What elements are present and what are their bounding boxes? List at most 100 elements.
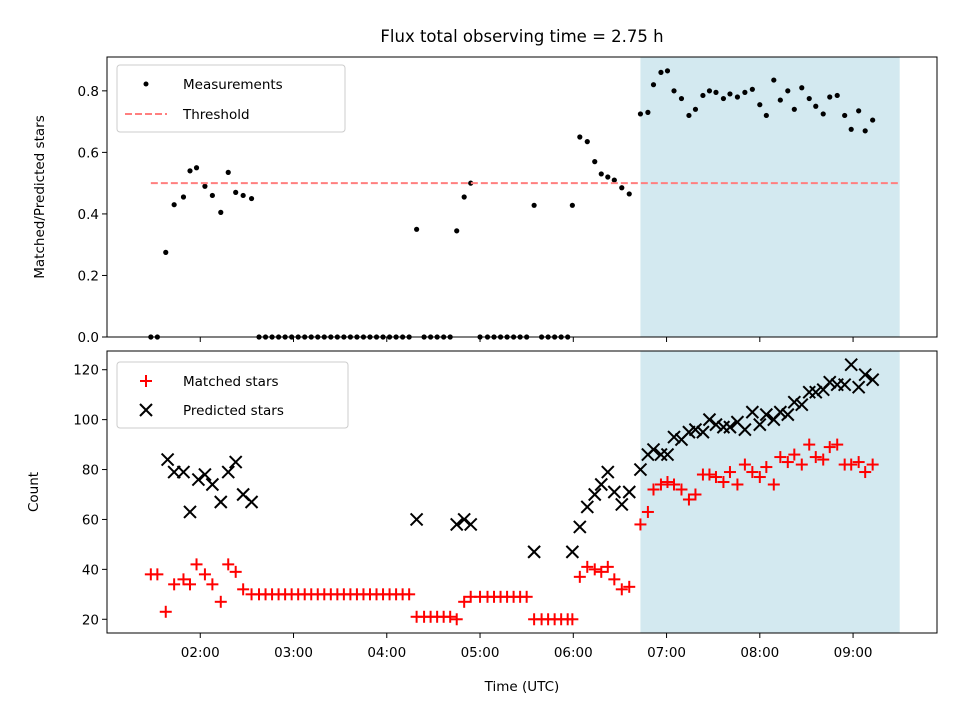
predicted-stars-point	[409, 512, 424, 527]
predicted-stars-point	[837, 377, 852, 392]
predicted-stars-point	[622, 485, 636, 499]
matched-stars-point	[634, 518, 647, 531]
predicted-stars-point	[858, 368, 872, 382]
measurement-point	[637, 111, 644, 117]
y-tick-label: 0.2	[78, 268, 99, 284]
measurement-point	[757, 102, 763, 108]
matched-stars-point	[222, 558, 235, 571]
predicted-stars-point	[160, 452, 175, 467]
y-tick-label: 0.8	[78, 84, 99, 100]
measurement-point	[619, 185, 625, 191]
measurement-point	[163, 249, 169, 255]
x-tick-label: 07:00	[647, 645, 686, 661]
bottom-legend-box	[116, 361, 349, 429]
predicted-stars-point	[795, 397, 809, 412]
bottom-axes-frame	[106, 350, 938, 634]
predicted-stars-point	[191, 472, 206, 487]
matched-stars-point	[229, 565, 242, 578]
legend-predicted-label: Predicted stars	[183, 403, 284, 419]
legend-matched-marker	[140, 375, 152, 387]
predicted-stars-point	[244, 495, 259, 509]
legend-predicted-marker	[139, 403, 153, 417]
matched-stars-point	[647, 483, 660, 496]
predicted-stars-point	[450, 517, 464, 532]
predicted-stars-point	[702, 412, 717, 427]
top-axes-frame	[106, 56, 938, 338]
matched-stars-point	[581, 560, 594, 573]
measurement-point	[862, 128, 868, 134]
matched-stars-point	[458, 595, 471, 608]
matched-stars-point	[817, 453, 830, 466]
matched-stars-point	[520, 590, 533, 603]
matched-stars-point	[184, 578, 196, 591]
measurement-point	[611, 177, 617, 183]
matched-stars-point	[177, 573, 190, 586]
measurement-point	[171, 202, 177, 208]
measurement-point	[569, 202, 575, 208]
y-tick-label: 0.4	[78, 207, 99, 223]
measurement-point	[870, 117, 876, 123]
measurement-point	[248, 195, 255, 202]
predicted-stars-point	[654, 447, 668, 462]
measurement-point	[678, 95, 685, 102]
x-tick-label: 08:00	[740, 645, 779, 661]
predicted-stars-point	[723, 420, 737, 434]
measurement-point	[202, 183, 208, 189]
measurement-point	[713, 89, 719, 95]
bottom-y-axis-label: Count	[26, 472, 42, 512]
measurement-point	[827, 94, 833, 100]
y-tick-label: 60	[82, 512, 99, 528]
measurement-point	[727, 91, 733, 97]
matched-stars-point	[731, 478, 744, 491]
measurement-point	[848, 126, 854, 132]
measurement-point	[626, 191, 632, 197]
measurement-point	[791, 106, 797, 112]
x-tick-label: 02:00	[181, 645, 220, 661]
predicted-stars-point	[646, 442, 661, 457]
legend-measurements-label: Measurements	[183, 77, 283, 93]
matched-stars-point	[641, 505, 654, 518]
matched-stars-point	[767, 478, 780, 491]
predicted-stars-point	[716, 420, 731, 434]
matched-stars-point	[450, 613, 463, 626]
predicted-stars-point	[221, 465, 235, 479]
measurement-point	[706, 88, 713, 94]
matched-stars-point	[661, 476, 674, 489]
predicted-stars-point	[809, 385, 823, 399]
predicted-stars-point	[214, 495, 228, 509]
predicted-stars-point	[615, 497, 629, 512]
measurement-point	[592, 159, 598, 165]
legend-measurements-marker	[143, 81, 149, 87]
predicted-stars-point	[773, 405, 788, 419]
measurement-point	[598, 171, 604, 177]
measurement-point	[193, 165, 200, 171]
y-tick-label: 80	[82, 463, 99, 479]
x-tick-label: 06:00	[554, 645, 593, 661]
y-tick-label: 40	[82, 562, 99, 578]
measurement-point	[749, 86, 755, 92]
bottom-panel: 20 40 60 80 100 120 02:00 03:00 04:00 05:00 06:00…	[26, 350, 938, 695]
bottom-y-ticks: 20 40 60 80 100 120	[73, 363, 107, 628]
measurement-point	[414, 226, 420, 232]
matched-stars-point	[803, 438, 816, 451]
predicted-stars-point	[688, 422, 703, 437]
y-tick-label: 120	[73, 363, 99, 379]
matched-stars-point	[595, 565, 608, 578]
matched-stars-point	[675, 483, 688, 496]
predicted-stars-point	[607, 485, 622, 499]
matched-stars-point	[781, 456, 794, 469]
top-legend-box	[116, 64, 346, 133]
measurement-point	[650, 82, 657, 88]
matched-stars-point	[566, 613, 579, 626]
measurement-point	[180, 194, 187, 200]
matched-stars-point	[823, 441, 836, 454]
y-tick-label: 20	[82, 612, 99, 628]
measurement-point	[240, 192, 246, 199]
measurement-point	[218, 209, 224, 215]
measurement-point	[468, 180, 474, 186]
measurement-point	[799, 85, 805, 91]
measurement-point	[742, 89, 748, 95]
matched-stars-point	[608, 573, 621, 586]
predicted-stars-point	[601, 465, 615, 479]
